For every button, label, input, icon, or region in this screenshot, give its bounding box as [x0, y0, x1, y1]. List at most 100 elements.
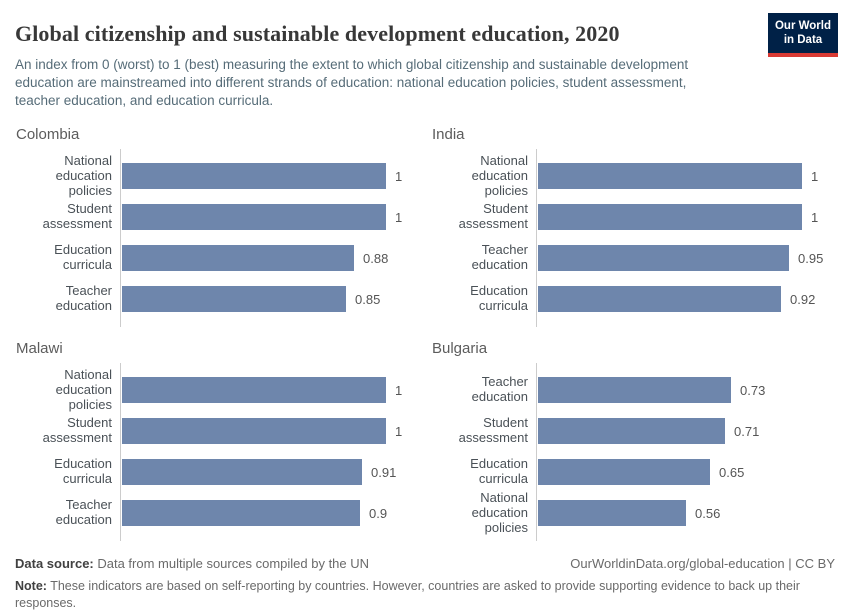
chart-title: Global citizenship and sustainable devel…	[15, 21, 620, 46]
owid-logo[interactable]: Our World in Data	[768, 13, 838, 57]
bar-row: Teacher education 0.9	[15, 493, 419, 534]
bar-row: Teacher education 0.73	[431, 370, 835, 411]
bar-row: Student assessment 1	[431, 197, 835, 238]
bar[interactable]	[122, 418, 386, 445]
bar-row: Education curricula 0.92	[431, 279, 835, 320]
value-label: 0.73	[740, 382, 766, 398]
value-label: 0.95	[798, 250, 824, 266]
category-label: Teacher education	[55, 283, 112, 314]
data-source: Data source: Data from multiple sources …	[15, 556, 369, 571]
bar[interactable]	[122, 377, 386, 404]
bar-row: Teacher education 0.95	[431, 238, 835, 279]
bar-area: 0.85	[121, 286, 419, 313]
bar-row: Student assessment 1	[15, 197, 419, 238]
panel-title: India	[432, 125, 465, 143]
panel-india: India National education policies 1 Student…	[431, 126, 835, 327]
category-label: National education policies	[55, 152, 112, 198]
bar[interactable]	[538, 204, 802, 231]
value-label: 1	[395, 382, 403, 398]
attribution-link[interactable]: OurWorldinData.org/global-education | CC…	[570, 555, 835, 571]
chart-footer: Data source: Data from multiple sources …	[15, 556, 835, 613]
bar-row: National education policies 1	[15, 152, 419, 198]
bar[interactable]	[122, 245, 354, 272]
bar-row: Teacher education 0.85	[15, 279, 419, 320]
category-label: Student assessment	[42, 201, 112, 232]
category-label: Education curricula	[54, 242, 112, 273]
bar[interactable]	[538, 459, 710, 486]
owid-chart: Our World in Data Global citizenship and…	[15, 13, 838, 611]
data-source-label: Data source:	[15, 555, 94, 571]
bar-row: Education curricula 0.65	[431, 452, 835, 493]
category-label: Student assessment	[42, 415, 112, 446]
panel-plot: National education policies 1 Student asse…	[15, 362, 419, 541]
bar[interactable]	[538, 163, 802, 190]
bar-area: 0.92	[537, 286, 835, 313]
note-row: Note: These indicators are based on self…	[15, 578, 835, 613]
bar[interactable]	[122, 286, 346, 313]
category-label: Teacher education	[55, 497, 112, 528]
bar-row: National education policies 1	[15, 366, 419, 412]
category-label: Education curricula	[54, 456, 112, 487]
category-label: Teacher education	[471, 242, 528, 273]
panels-grid: Colombia National education policies 1 Stud…	[15, 126, 835, 541]
bar[interactable]	[538, 418, 725, 445]
category-label: Student assessment	[458, 415, 528, 446]
bar-row: Education curricula 0.88	[15, 238, 419, 279]
bar-area: 0.65	[537, 459, 835, 486]
panel-title: Malawi	[16, 339, 63, 357]
value-label: 1	[811, 209, 819, 225]
value-label: 1	[395, 168, 403, 184]
panel-plot: National education policies 1 Student asse…	[431, 148, 835, 327]
value-label: 0.65	[719, 464, 745, 480]
value-label: 0.88	[363, 250, 389, 266]
bar-area: 1	[121, 163, 419, 190]
bar-row: Education curricula 0.91	[15, 452, 419, 493]
value-label: 0.85	[355, 291, 381, 307]
panel-plot: National education policies 1 Student asse…	[15, 148, 419, 327]
bar-area: 1	[121, 418, 419, 445]
bar-area: 0.73	[537, 377, 835, 404]
bar[interactable]	[538, 500, 686, 527]
data-source-text: Data from multiple sources compiled by t…	[93, 555, 370, 571]
category-label: National education policies	[471, 152, 528, 198]
bar[interactable]	[122, 459, 362, 486]
bar-area: 1	[537, 204, 835, 231]
category-label: Teacher education	[471, 374, 528, 405]
owid-logo-line2: in Data	[783, 34, 823, 47]
bar[interactable]	[122, 163, 386, 190]
chart-subtitle: An index from 0 (worst) to 1 (best) meas…	[15, 57, 689, 108]
bar[interactable]	[122, 500, 360, 527]
panel-plot: Teacher education 0.73 Student assessment 0…	[431, 362, 835, 541]
bar-area: 0.88	[121, 245, 419, 272]
category-label: Student assessment	[458, 201, 528, 232]
note-text: These indicators are based on self-repor…	[15, 578, 800, 611]
value-label: 0.9	[369, 505, 388, 521]
category-label: Education curricula	[470, 283, 528, 314]
owid-logo-line1: Our World	[774, 20, 831, 32]
value-label: 0.91	[371, 464, 397, 480]
bar[interactable]	[122, 204, 386, 231]
bar-area: 0.9	[121, 500, 419, 527]
bar-row: Student assessment 0.71	[431, 411, 835, 452]
value-label: 1	[395, 209, 403, 225]
bar-area: 1	[121, 204, 419, 231]
bar-area: 1	[537, 163, 835, 190]
bar-row: National education policies 0.56	[431, 489, 835, 535]
value-label: 1	[811, 168, 819, 184]
value-label: 0.71	[734, 423, 760, 439]
panel-bulgaria: Bulgaria Teacher education 0.73 Student ass…	[431, 340, 835, 541]
bar-area: 0.56	[537, 500, 835, 527]
bar[interactable]	[538, 286, 781, 313]
bar-area: 0.71	[537, 418, 835, 445]
category-label: National education policies	[471, 489, 528, 535]
bar[interactable]	[538, 245, 789, 272]
value-label: 0.92	[790, 291, 816, 307]
category-label: National education policies	[55, 366, 112, 412]
panel-malawi: Malawi National education policies 1 Studen…	[15, 340, 419, 541]
value-label: 0.56	[695, 505, 721, 521]
bar-area: 0.91	[121, 459, 419, 486]
bar-area: 1	[121, 377, 419, 404]
bar[interactable]	[538, 377, 731, 404]
bar-row: National education policies 1	[431, 152, 835, 198]
source-row: Data source: Data from multiple sources …	[15, 556, 835, 571]
